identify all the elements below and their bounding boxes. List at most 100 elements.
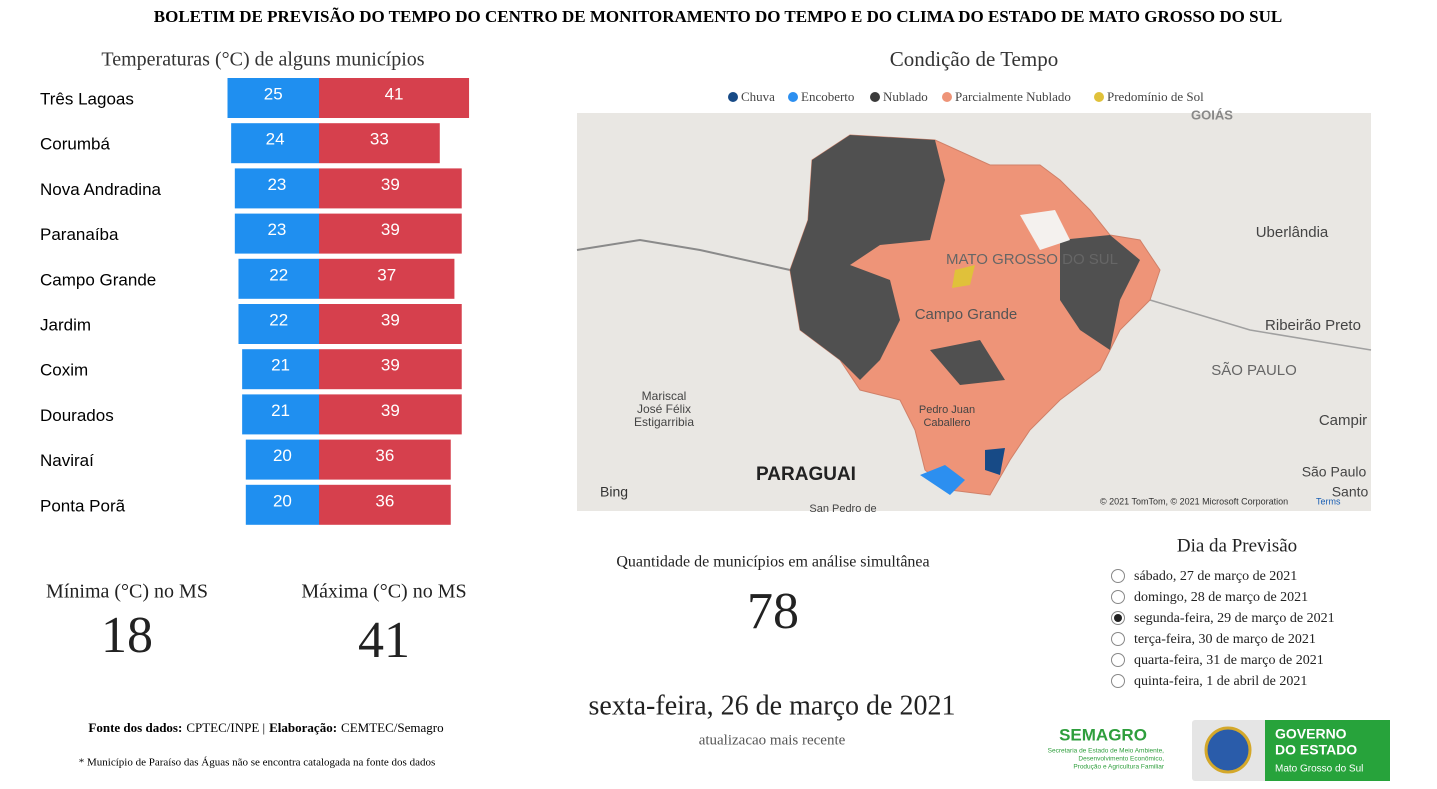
max-bar — [319, 349, 462, 390]
max-bar — [319, 484, 451, 525]
min-bar — [234, 168, 319, 209]
legend-swatch — [788, 92, 798, 102]
min-label: 20 — [273, 446, 292, 465]
min-label: 21 — [271, 401, 290, 420]
radio[interactable] — [1111, 674, 1125, 688]
radio[interactable] — [1111, 569, 1125, 583]
min-label: 21 — [271, 356, 290, 375]
min-label: 23 — [267, 220, 286, 239]
radio[interactable] — [1111, 653, 1125, 667]
max-label: 36 — [375, 446, 394, 465]
legend-swatch — [942, 92, 952, 102]
min-bar — [242, 394, 319, 435]
radio-label: segunda-feira, 29 de março de 2021 — [1134, 611, 1335, 626]
radio-dot — [1114, 614, 1122, 622]
min-bar — [245, 484, 319, 525]
stat-text: 41 — [358, 612, 410, 669]
map-title: Condição de Tempo — [890, 47, 1058, 71]
forecast-title: Dia da Previsão — [1177, 535, 1297, 556]
max-bar — [319, 213, 462, 254]
radio-label: quinta-feira, 1 de abril de 2021 — [1134, 674, 1307, 689]
footer-part: CEMTEC/Semagro — [341, 720, 444, 735]
max-label: 39 — [381, 401, 400, 420]
max-label: 41 — [385, 84, 404, 103]
cloudy-region — [930, 340, 1005, 385]
max-label: 39 — [381, 310, 400, 329]
gov-text: DO ESTADO — [1275, 742, 1357, 758]
max-bar — [319, 78, 470, 118]
footer-part: CPTEC/INPE | — [186, 720, 265, 735]
chart-title: Temperaturas (°C) de alguns municípios — [101, 49, 424, 71]
legend-label: Nublado — [883, 89, 928, 104]
semagro-sub: Desenvolvimento Econômico, — [1078, 756, 1164, 763]
category-label: Campo Grande — [40, 270, 156, 289]
category-label: Naviraí — [40, 451, 94, 470]
category-label: Nova Andradina — [40, 180, 162, 199]
map-terms: Terms — [1316, 496, 1341, 506]
max-label: 37 — [377, 265, 396, 284]
category-label: Três Lagoas — [40, 89, 134, 108]
semagro-sub: Produção e Agricultura Familiar — [1073, 764, 1165, 771]
radio[interactable] — [1111, 590, 1125, 604]
radio-label: domingo, 28 de março de 2021 — [1134, 590, 1308, 605]
border — [576, 238, 791, 271]
map-label: São Paulo — [1302, 464, 1367, 480]
map-label: Santo — [1332, 484, 1369, 500]
max-bar — [319, 168, 462, 209]
max-bar — [319, 123, 440, 164]
stat-text: atualizacao mais recente — [699, 732, 846, 748]
legend-swatch — [1094, 92, 1104, 102]
overcast-region — [920, 465, 965, 495]
page-title: BOLETIM DE PREVISÃO DO TEMPO DO CENTRO D… — [154, 7, 1282, 26]
min-bar — [238, 258, 319, 299]
map-label: Ribeirão Preto — [1265, 317, 1361, 334]
category-label: Ponta Porã — [40, 496, 126, 515]
max-label: 39 — [381, 356, 400, 375]
min-label: 20 — [273, 491, 292, 510]
max-bar — [319, 439, 451, 480]
max-bar — [319, 258, 455, 299]
map-bing: Bing — [600, 484, 628, 500]
no-data-region — [1020, 210, 1070, 250]
legend-label: Chuva — [741, 89, 775, 104]
footer-part: Fonte dos dados: — [88, 720, 182, 735]
sun-region — [952, 265, 975, 288]
cloudy-region — [790, 135, 945, 380]
max-bar — [319, 394, 462, 435]
footer-part: Elaboração: — [269, 720, 337, 735]
map-label: Campo Grande — [915, 306, 1018, 323]
stat-text: Quantidade de municípios em análise simu… — [616, 554, 929, 571]
legend-label: Predomínio de Sol — [1107, 89, 1204, 104]
legend-label: Encoberto — [801, 89, 854, 104]
stat-text: Mínima (°C) no MS — [46, 581, 208, 603]
radio[interactable] — [1111, 632, 1125, 646]
category-label: Corumbá — [40, 135, 110, 154]
map-label: Campir — [1319, 412, 1367, 429]
map-label: PARAGUAI — [756, 464, 856, 485]
map-attribution: © 2021 TomTom, © 2021 Microsoft Corporat… — [1100, 496, 1288, 506]
legend-label: Parcialmente Nublado — [955, 89, 1071, 104]
stat-text: Máxima (°C) no MS — [301, 581, 466, 603]
cloudy-region — [1060, 235, 1140, 350]
category-label: Coxim — [40, 361, 88, 380]
map-label: Pedro Juan — [919, 404, 975, 416]
category-label: Dourados — [40, 406, 114, 425]
semagro-logo: SEMAGRO — [1059, 725, 1147, 744]
min-label: 22 — [269, 310, 288, 329]
semagro-sub: Secretaria de Estado de Meio Ambiente, — [1048, 748, 1165, 755]
radio-label: terça-feira, 30 de março de 2021 — [1134, 632, 1316, 647]
map-label: Mariscal — [642, 389, 687, 403]
border — [1149, 299, 1372, 351]
map-label: GOIÁS — [1191, 107, 1233, 122]
map-label: José Félix — [637, 402, 691, 416]
max-label: 33 — [370, 130, 389, 149]
min-bar — [234, 213, 319, 254]
legend-swatch — [728, 92, 738, 102]
min-bar — [238, 304, 319, 344]
max-label: 39 — [381, 220, 400, 239]
map[interactable] — [576, 113, 1372, 511]
stat-text: sexta-feira, 26 de março de 2021 — [589, 690, 956, 721]
footer-note: * Município de Paraíso das Águas não se … — [79, 757, 435, 769]
max-bar — [319, 304, 462, 344]
